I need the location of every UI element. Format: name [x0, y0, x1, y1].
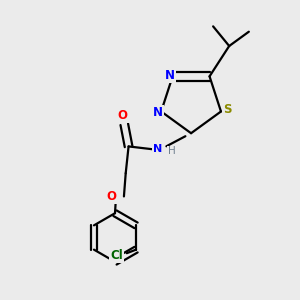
Text: N: N: [152, 144, 162, 154]
Text: O: O: [106, 190, 116, 203]
Text: N: N: [165, 69, 175, 82]
Text: O: O: [118, 109, 128, 122]
Text: S: S: [223, 103, 232, 116]
Text: Cl: Cl: [110, 249, 123, 262]
Text: H: H: [168, 146, 175, 156]
Text: N: N: [153, 106, 163, 119]
